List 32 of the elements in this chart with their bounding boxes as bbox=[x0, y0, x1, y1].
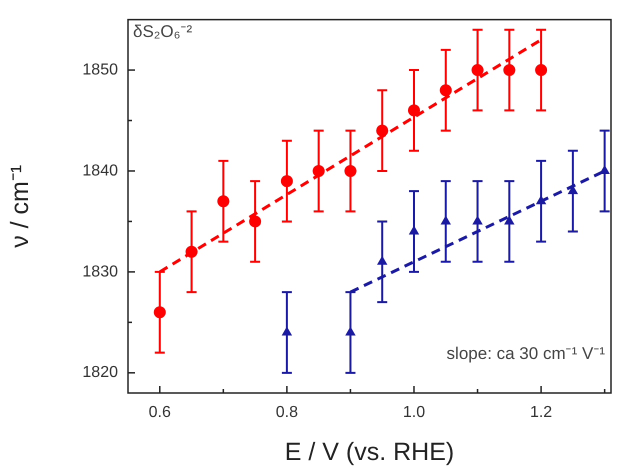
point bbox=[344, 164, 356, 177]
point bbox=[408, 226, 420, 235]
annotation: slope: ca 30 cm⁻¹ V⁻¹ bbox=[446, 344, 606, 364]
point bbox=[345, 326, 356, 336]
point bbox=[186, 246, 198, 258]
point bbox=[472, 215, 483, 224]
point bbox=[535, 64, 548, 76]
y-axis-title: ν / cm⁻¹ bbox=[6, 164, 34, 248]
point bbox=[536, 195, 546, 204]
point bbox=[440, 84, 452, 96]
x-tick-label: 0.8 bbox=[276, 404, 298, 422]
point bbox=[217, 195, 230, 208]
annotation: δS₂O₆⁻² bbox=[133, 22, 192, 41]
point bbox=[282, 326, 292, 336]
y-tick-label: 1850 bbox=[82, 61, 118, 78]
point bbox=[503, 64, 516, 76]
point bbox=[440, 215, 451, 224]
point bbox=[377, 256, 388, 265]
x-axis-title: E / V (vs. RHE) bbox=[284, 438, 454, 466]
x-tick-label: 1.2 bbox=[530, 404, 552, 422]
x-tick-label: 1.0 bbox=[402, 404, 426, 422]
point bbox=[472, 64, 484, 76]
point bbox=[280, 175, 293, 188]
point bbox=[312, 164, 325, 177]
y-tick-label: 1820 bbox=[82, 364, 118, 382]
y-tick-label: 1840 bbox=[82, 162, 118, 180]
x-tick-label: 0.6 bbox=[148, 404, 171, 422]
point bbox=[249, 215, 262, 228]
y-tick-label: 1830 bbox=[82, 263, 118, 280]
point bbox=[408, 104, 420, 116]
point bbox=[504, 215, 515, 224]
point bbox=[376, 124, 388, 137]
